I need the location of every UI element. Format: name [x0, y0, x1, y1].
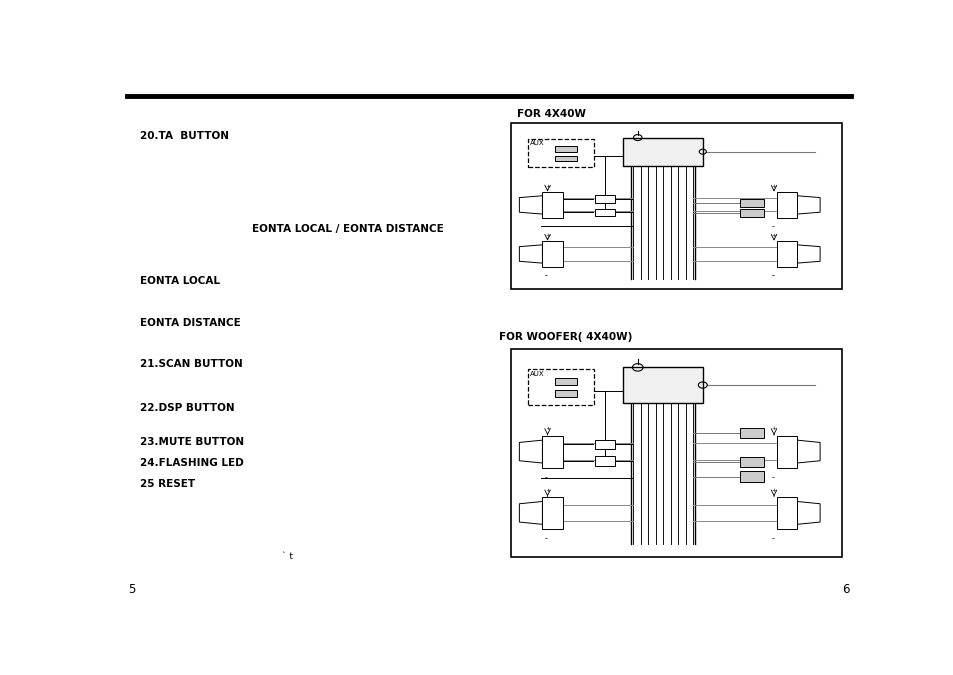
- Text: +: +: [544, 184, 550, 189]
- Polygon shape: [796, 502, 820, 524]
- Bar: [511, 349, 841, 557]
- Text: +: +: [544, 427, 550, 431]
- Bar: [739, 209, 763, 217]
- Text: +: +: [771, 427, 776, 431]
- Bar: [623, 367, 702, 403]
- Bar: [527, 369, 593, 405]
- Text: +: +: [771, 184, 776, 189]
- Bar: [739, 457, 763, 467]
- Text: 6: 6: [841, 583, 849, 596]
- Text: -: -: [544, 473, 547, 482]
- Bar: [527, 139, 593, 167]
- Polygon shape: [796, 196, 820, 214]
- Text: 23.MUTE BUTTON: 23.MUTE BUTTON: [140, 437, 244, 448]
- Text: AUX: AUX: [530, 371, 544, 377]
- Text: -: -: [771, 222, 774, 231]
- Polygon shape: [796, 245, 820, 263]
- Text: +: +: [771, 233, 776, 238]
- Bar: [555, 156, 576, 161]
- Bar: [595, 456, 614, 466]
- Polygon shape: [542, 241, 562, 267]
- Polygon shape: [518, 245, 542, 263]
- Polygon shape: [518, 440, 542, 463]
- Polygon shape: [776, 241, 796, 267]
- Text: 25 RESET: 25 RESET: [140, 479, 194, 489]
- Polygon shape: [776, 435, 796, 468]
- Bar: [595, 439, 614, 449]
- Text: -: -: [544, 222, 547, 231]
- Text: -: -: [544, 271, 547, 280]
- Text: 20.TA  BUTTON: 20.TA BUTTON: [140, 130, 229, 140]
- Text: AUX: AUX: [530, 140, 544, 146]
- Polygon shape: [542, 435, 562, 468]
- Text: EONTA LOCAL: EONTA LOCAL: [140, 276, 220, 286]
- Polygon shape: [542, 192, 562, 218]
- Polygon shape: [776, 497, 796, 529]
- Bar: [555, 378, 576, 385]
- Text: 24.FLASHING LED: 24.FLASHING LED: [140, 458, 243, 468]
- Polygon shape: [518, 196, 542, 214]
- Bar: [511, 123, 841, 289]
- Text: +: +: [544, 488, 550, 493]
- Text: EONTA LOCAL / EONTA DISTANCE: EONTA LOCAL / EONTA DISTANCE: [252, 224, 443, 234]
- Text: 21.SCAN BUTTON: 21.SCAN BUTTON: [140, 359, 242, 369]
- Bar: [739, 428, 763, 438]
- Text: ` t: ` t: [282, 552, 293, 561]
- Text: -: -: [771, 473, 774, 482]
- Bar: [623, 138, 702, 166]
- Text: FOR 4X40W: FOR 4X40W: [517, 109, 585, 119]
- Text: -: -: [771, 271, 774, 280]
- Text: +: +: [544, 233, 550, 238]
- Bar: [555, 390, 576, 397]
- Text: 22.DSP BUTTON: 22.DSP BUTTON: [140, 404, 234, 414]
- Text: EONTA DISTANCE: EONTA DISTANCE: [140, 318, 240, 327]
- Bar: [739, 471, 763, 482]
- Text: -: -: [544, 535, 547, 543]
- Bar: [595, 209, 614, 216]
- Text: FOR WOOFER( 4X40W): FOR WOOFER( 4X40W): [498, 331, 631, 342]
- Bar: [739, 199, 763, 207]
- Text: +: +: [771, 488, 776, 493]
- Bar: [595, 195, 614, 203]
- Polygon shape: [518, 502, 542, 524]
- Polygon shape: [542, 497, 562, 529]
- Polygon shape: [776, 192, 796, 218]
- Polygon shape: [796, 440, 820, 463]
- Bar: [555, 146, 576, 152]
- Text: 5: 5: [128, 583, 135, 596]
- Text: -: -: [771, 535, 774, 543]
